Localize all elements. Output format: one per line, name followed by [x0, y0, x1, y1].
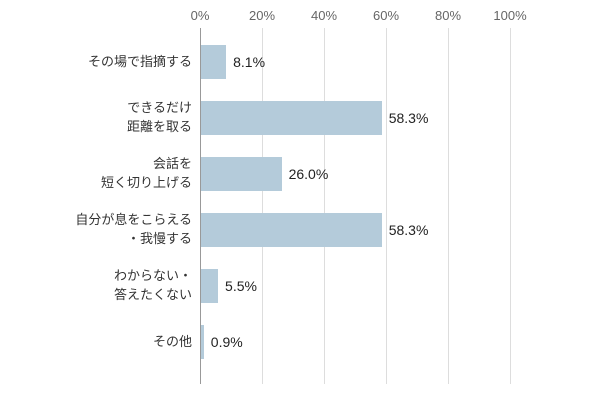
category-label: 自分が息をこらえる ・我慢する [75, 212, 192, 246]
x-tick-label: 80% [434, 8, 462, 23]
value-label: 58.3% [388, 222, 429, 238]
bar [201, 45, 227, 79]
value-label: 26.0% [288, 166, 329, 182]
x-tick-label: 60% [372, 8, 400, 23]
gridline [324, 28, 325, 384]
value-label: 0.9% [210, 334, 243, 350]
category-label: できるだけ 距離を取る [126, 100, 192, 134]
x-tick-label: 0% [190, 8, 210, 23]
bar [201, 157, 282, 191]
gridline [510, 28, 511, 384]
bar [201, 101, 382, 135]
value-label: 5.5% [225, 278, 257, 294]
category-label: わからない・ 答えたくない [113, 268, 192, 302]
gridline [386, 28, 387, 384]
gridline [262, 28, 263, 384]
x-tick-label: 20% [248, 8, 276, 23]
category-label: その他 [152, 333, 192, 349]
value-label: 8.1% [233, 54, 266, 70]
y-axis-line [200, 28, 201, 384]
bar [201, 213, 382, 247]
bar [201, 269, 219, 303]
x-tick-label: 40% [310, 8, 338, 23]
category-label: 会話を 短く切り上げる [100, 156, 192, 190]
bar [201, 325, 204, 359]
gridline [448, 28, 449, 384]
x-tick-label: 100% [493, 8, 527, 23]
category-label: その場で指摘する [87, 53, 192, 69]
value-label: 58.3% [388, 110, 429, 126]
